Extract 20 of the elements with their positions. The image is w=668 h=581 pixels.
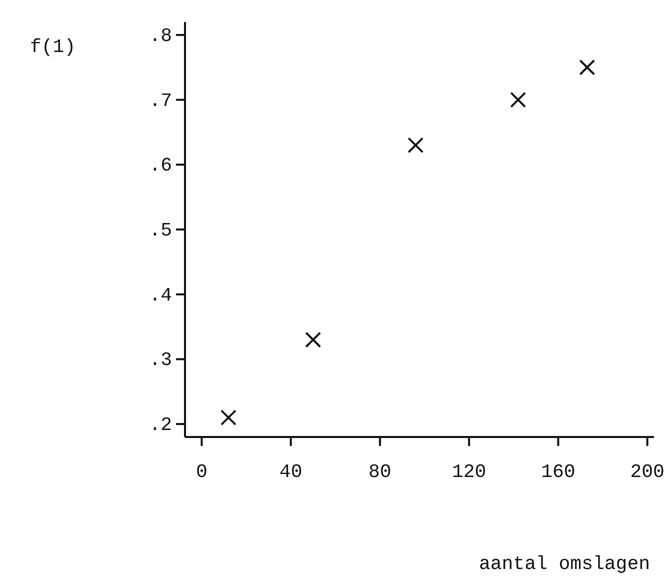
x-tick-label: 40 [279, 461, 302, 483]
y-tick-label: .5 [149, 220, 172, 242]
y-tick-label: .2 [149, 414, 172, 436]
point [220, 410, 236, 426]
y-tick-label: .7 [149, 90, 172, 112]
point [305, 332, 322, 348]
point [408, 137, 424, 154]
x-tick-label: 0 [196, 461, 208, 483]
y-tick-label: .4 [149, 284, 172, 306]
x-tick-label: 80 [368, 461, 392, 483]
x-tick-label: 120 [452, 461, 486, 483]
x-tick-label: 160 [541, 461, 576, 483]
y-axis-title: f(1) [30, 36, 76, 58]
x-axis-title: aantal omslagen [478, 553, 650, 575]
x-tick-label: 200 [630, 461, 664, 483]
y-tick-label: .3 [149, 349, 172, 372]
point [510, 92, 526, 108]
point [579, 59, 596, 76]
y-tick-label: .8 [149, 24, 172, 47]
y-tick-label: .6 [149, 154, 172, 177]
